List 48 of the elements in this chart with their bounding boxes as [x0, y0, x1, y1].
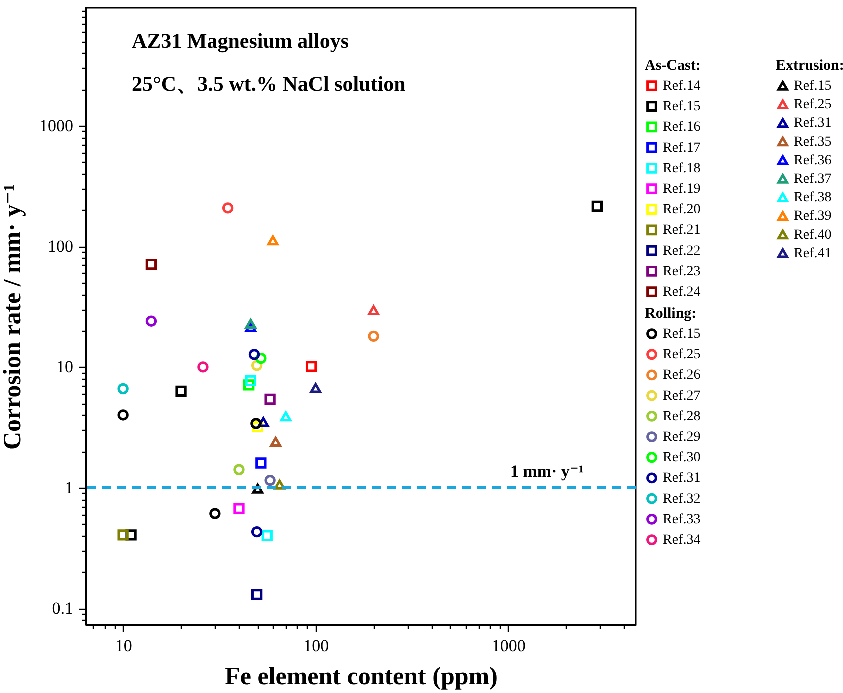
legend-label: Ref.25 [663, 348, 701, 363]
legend-label: Ref.35 [794, 134, 832, 150]
legend-label: Ref.38 [794, 190, 832, 206]
legend-label: Ref.30 [663, 450, 701, 466]
text: Extrusion: [776, 58, 843, 74]
y-tick-label: 10 [56, 358, 74, 377]
legend-label: Ref.34 [663, 533, 701, 548]
legend-label: Ref.24 [663, 285, 701, 300]
legend-label: Ref.21 [663, 223, 701, 238]
legend-label: Ref.36 [794, 153, 832, 168]
legend-label: Ref.31 [794, 116, 832, 132]
text: As-Cast: [645, 58, 701, 74]
y-tick-label: 1 [65, 478, 74, 498]
legend-label: Ref.15 [663, 100, 701, 115]
legend-label: Ref.14 [663, 79, 701, 94]
legend-label: Ref.17 [663, 140, 701, 156]
legend-label: Ref.23 [663, 264, 701, 280]
legend-label: Ref.19 [663, 182, 701, 197]
legend-label: Ref.32 [663, 492, 701, 507]
y-tick-label: 100 [48, 237, 74, 256]
y-axis-title: Corrosion rate / mm· y⁻¹ [0, 184, 26, 450]
legend-label: Ref.16 [663, 120, 701, 136]
text: Rolling: [645, 306, 697, 322]
x-tick-label: 1000 [492, 636, 526, 656]
x-axis-title: Fe element content (ppm) [225, 664, 498, 690]
legend-label: Ref.33 [663, 512, 701, 528]
x-tick-label: 10 [115, 636, 132, 656]
legend-label: Ref.28 [663, 409, 701, 424]
legend-label: Ref.15 [794, 79, 832, 94]
legend-label: Ref.25 [794, 98, 832, 113]
legend-label: Ref.18 [663, 161, 701, 176]
legend-label: Ref.20 [663, 202, 701, 218]
x-tick-label: 100 [304, 636, 330, 656]
legend-label: Ref.22 [663, 244, 701, 259]
legend-label: Ref.31 [663, 471, 701, 486]
legend-label: Ref.41 [794, 246, 832, 262]
legend-label: Ref.15 [663, 327, 701, 342]
y-tick-label: 0.1 [52, 599, 74, 618]
legend-label: Ref.29 [663, 430, 701, 445]
y-tick-label: 1000 [40, 116, 74, 136]
legend-label: Ref.27 [663, 388, 701, 404]
legend-label: Ref.40 [794, 228, 832, 243]
legend-label: Ref.39 [794, 209, 832, 224]
text: AZ31 Magnesium alloys [132, 29, 350, 53]
text: 25°C、3.5 wt.% NaCl solution [132, 72, 406, 96]
legend-label: Ref.26 [663, 368, 701, 384]
ref-line-label: 1 mm· y⁻¹ [510, 462, 584, 481]
legend-label: Ref.37 [794, 172, 832, 187]
